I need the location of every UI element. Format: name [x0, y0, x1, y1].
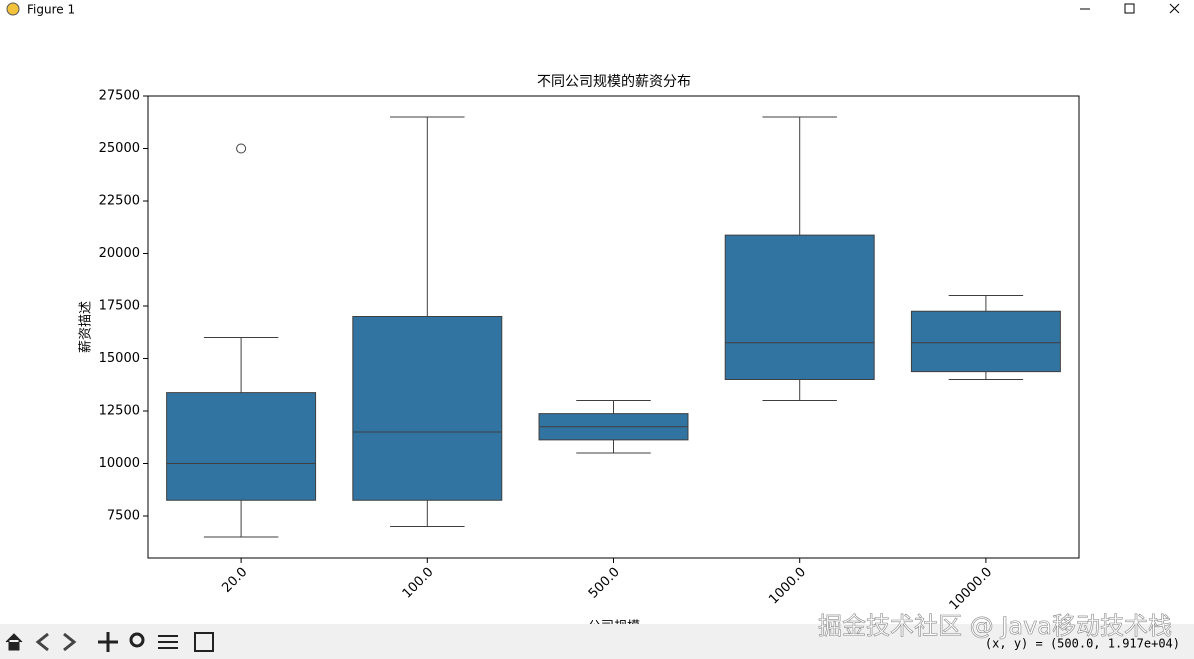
close-button[interactable] — [1169, 3, 1180, 14]
x-tick-label: 500.0 — [586, 565, 623, 602]
configure-button[interactable] — [158, 635, 178, 649]
box — [910, 310, 1061, 373]
y-tick-label: 10000 — [99, 456, 140, 471]
zoom-button[interactable] — [129, 632, 145, 648]
y-tick-label: 27500 — [99, 89, 140, 104]
box — [724, 234, 875, 380]
y-tick-label: 15000 — [99, 351, 140, 366]
pan-button[interactable] — [98, 632, 118, 652]
y-tick-label: 25000 — [99, 141, 140, 156]
box — [166, 392, 317, 501]
toolbar — [0, 624, 1194, 659]
x-tick-label: 20.0 — [219, 565, 250, 596]
y-tick-label: 22500 — [99, 194, 140, 209]
y-axis-label: 薪资描述 — [79, 301, 94, 353]
outlier — [236, 143, 247, 154]
back-button[interactable] — [35, 632, 49, 652]
save-button[interactable] — [194, 632, 214, 652]
y-tick-label: 12500 — [99, 404, 140, 419]
x-tick-label: 100.0 — [400, 565, 437, 602]
window-title: Figure 1 — [27, 3, 75, 17]
watermark: 掘金技术社区 @ Java移动技术栈 — [818, 612, 1172, 640]
forward-button[interactable] — [63, 632, 77, 652]
title-bar — [0, 0, 1194, 24]
y-tick-label: 20000 — [99, 246, 140, 261]
box — [352, 316, 503, 501]
app-icon — [6, 2, 20, 16]
y-tick-label: 17500 — [99, 299, 140, 314]
chart-title: 不同公司规模的薪资分布 — [537, 74, 691, 90]
x-tick-label: 10000.0 — [947, 565, 996, 614]
coords-status: (x, y) = (500.0, 1.917e+04) — [985, 637, 1180, 651]
y-tick-label: 7500 — [107, 509, 140, 524]
home-button[interactable] — [5, 633, 23, 651]
maximize-button[interactable] — [1124, 3, 1135, 14]
x-tick-label: 1000.0 — [766, 565, 809, 608]
